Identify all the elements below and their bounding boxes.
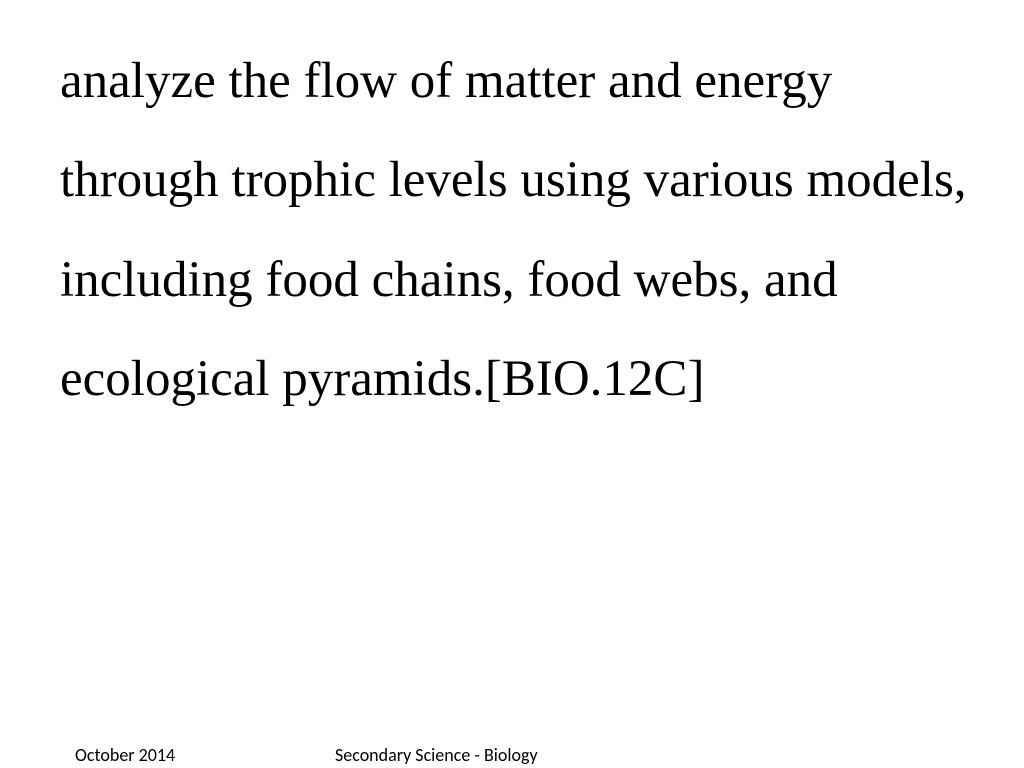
- slide-body-text: analyze the flow of matter and energy th…: [60, 32, 984, 430]
- footer-subject: Secondary Science - Biology: [335, 744, 538, 766]
- footer-date: October 2014: [75, 744, 175, 766]
